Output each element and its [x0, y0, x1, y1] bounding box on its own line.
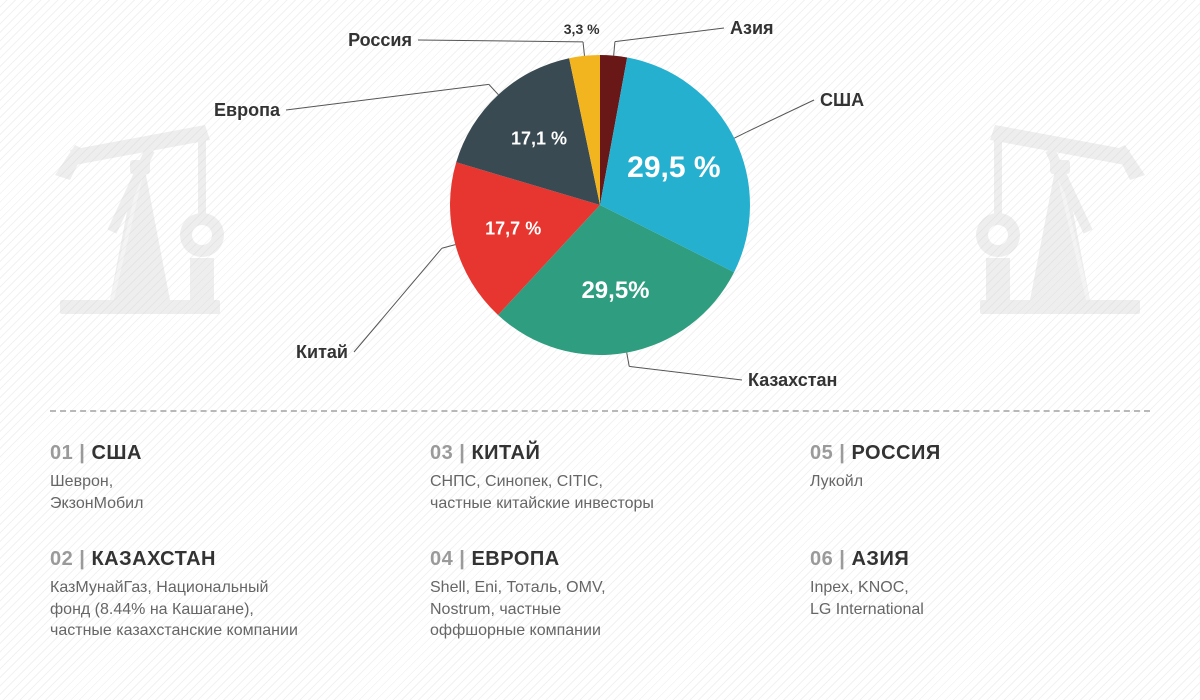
legend-item-title: АЗИЯ — [851, 548, 909, 570]
legend-item: 06 | АЗИЯ Inpex, KNOC, LG International — [810, 548, 1150, 642]
legend-item-head: 03 | КИТАЙ — [430, 442, 770, 465]
pie-callout-label: Азия — [730, 18, 774, 39]
legend-item: 02 | КАЗАХСТАН КазМунайГаз, Национальный … — [50, 548, 390, 642]
pie-slice-value: 3,3 % — [564, 21, 600, 37]
content-wrapper: 29,5 %29,5%17,7 %17,1 %3,3 % Азия США Каза… — [0, 0, 1200, 700]
legend-grid: 01 | США Шеврон, ЭкзонМобил 03 | КИТАЙ СНПС… — [50, 442, 1150, 642]
legend-item-number: 02 | — [50, 548, 91, 570]
pie-chart: 29,5 %29,5%17,7 %17,1 %3,3 % — [450, 55, 750, 355]
legend-item-title: США — [91, 442, 141, 464]
legend-item-head: 01 | США — [50, 442, 390, 465]
pie-callout-label: Россия — [348, 30, 412, 51]
legend-item-title: КИТАЙ — [471, 442, 540, 464]
pie-callout-label: Китай — [296, 342, 348, 363]
legend-item-desc: СНПС, Синопек, CITIC, частные китайские … — [430, 471, 750, 514]
pie-chart-area: 29,5 %29,5%17,7 %17,1 %3,3 % Азия США Каза… — [0, 0, 1200, 410]
legend-item: 01 | США Шеврон, ЭкзонМобил — [50, 442, 390, 514]
legend-item-desc: Лукойл — [810, 471, 1130, 493]
pie-callout-label: Казахстан — [748, 370, 837, 391]
legend-item-title: ЕВРОПА — [471, 548, 559, 570]
legend-item: 04 | ЕВРОПА Shell, Eni, Тоталь, OMV, Nost… — [430, 548, 770, 642]
legend-item-number: 05 | — [810, 442, 851, 464]
legend-item-number: 01 | — [50, 442, 91, 464]
legend-item: 03 | КИТАЙ СНПС, Синопек, CITIC, частные … — [430, 442, 770, 514]
section-divider — [50, 410, 1150, 412]
legend-item-desc: КазМунайГаз, Национальный фонд (8.44% на… — [50, 577, 370, 642]
legend-item-head: 05 | РОССИЯ — [810, 442, 1150, 465]
legend-item-desc: Шеврон, ЭкзонМобил — [50, 471, 370, 514]
pie-callout-label: США — [820, 90, 864, 111]
pie-callout-label: Европа — [214, 100, 280, 121]
legend-item-head: 06 | АЗИЯ — [810, 548, 1150, 571]
legend-item-title: РОССИЯ — [851, 442, 940, 464]
legend-item: 05 | РОССИЯ Лукойл — [810, 442, 1150, 514]
legend-item-desc: Shell, Eni, Тоталь, OMV, Nostrum, частны… — [430, 577, 750, 642]
legend-item-number: 03 | — [430, 442, 471, 464]
legend-item-desc: Inpex, KNOC, LG International — [810, 577, 1130, 620]
legend-item-number: 06 | — [810, 548, 851, 570]
oil-pump-icon — [50, 90, 230, 320]
oil-pump-icon — [970, 90, 1150, 320]
legend-item-title: КАЗАХСТАН — [91, 548, 216, 570]
legend-item-head: 02 | КАЗАХСТАН — [50, 548, 390, 571]
legend-item-head: 04 | ЕВРОПА — [430, 548, 770, 571]
legend-item-number: 04 | — [430, 548, 471, 570]
